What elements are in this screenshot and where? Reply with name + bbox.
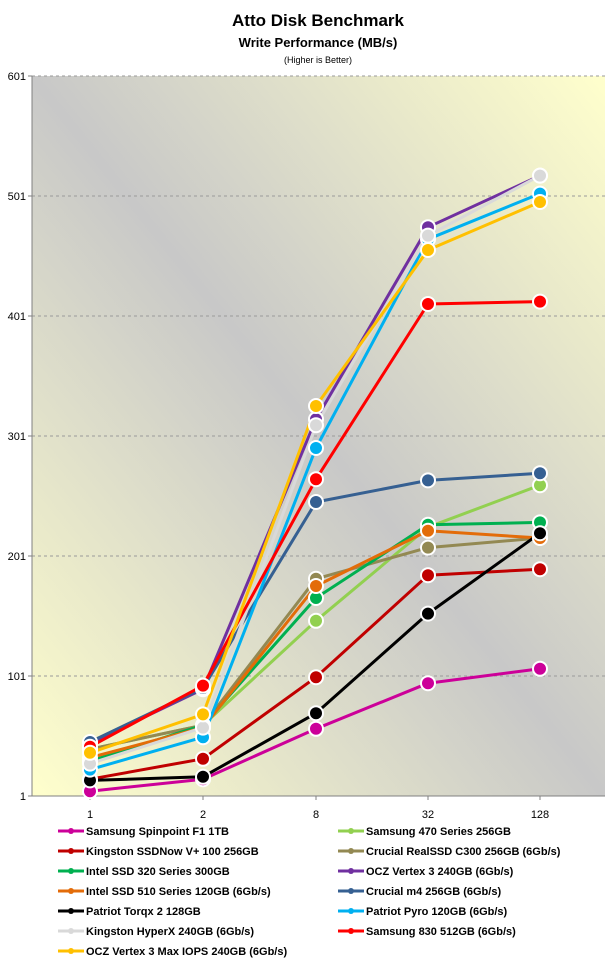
y-tick-label: 301 [8, 431, 26, 443]
data-point [308, 720, 324, 737]
legend-marker [68, 828, 74, 834]
legend-marker [348, 848, 354, 854]
data-point [532, 660, 548, 677]
legend-label: Crucial m4 256GB (6Gb/s) [366, 886, 501, 898]
data-point [308, 612, 324, 629]
data-point [532, 561, 548, 578]
legend: Samsung Spinpoint F1 1TB Samsung 470 Seri… [58, 826, 561, 958]
legend-label: Intel SSD 510 Series 120GB (6Gb/s) [86, 886, 271, 898]
data-point [308, 471, 324, 488]
legend-label: Intel SSD 320 Series 300GB [86, 866, 230, 878]
data-point [195, 750, 211, 767]
data-point [420, 567, 436, 584]
legend-label: Samsung 470 Series 256GB [366, 826, 511, 838]
data-point [308, 494, 324, 510]
legend-label: Patriot Pyro 120GB (6Gb/s) [366, 906, 508, 918]
legend-label: Samsung 830 512GB (6Gb/s) [366, 926, 516, 938]
data-point [195, 706, 211, 723]
y-tick-label: 101 [8, 671, 26, 683]
data-point [420, 296, 436, 312]
data-point [195, 719, 211, 736]
data-point [532, 525, 548, 542]
legend-label: OCZ Vertex 3 Max IOPS 240GB (6Gb/s) [86, 946, 287, 958]
legend-marker [68, 948, 74, 954]
data-point [308, 705, 324, 722]
legend-marker [68, 888, 74, 894]
y-tick-label: 601 [8, 71, 26, 83]
data-point [420, 242, 436, 258]
series-group [82, 167, 548, 800]
data-point [420, 522, 436, 539]
data-point [420, 605, 436, 622]
data-point [308, 440, 324, 456]
legend-label: Kingston SSDNow V+ 100 256GB [86, 846, 259, 858]
data-point [532, 194, 548, 210]
data-point [82, 744, 98, 761]
data-point [420, 675, 436, 692]
y-tick-label: 401 [8, 311, 26, 323]
legend-label: Patriot Torqx 2 128GB [86, 906, 201, 918]
data-point [532, 167, 548, 184]
chart-subtitle: Write Performance (MB/s) [239, 35, 398, 50]
chart-title: Atto Disk Benchmark [232, 11, 404, 30]
legend-label: OCZ Vertex 3 240GB (6Gb/s) [366, 866, 514, 878]
data-point [420, 227, 436, 244]
data-point [420, 539, 436, 556]
legend-marker [68, 848, 74, 854]
data-point [195, 768, 211, 785]
x-tick-label: 8 [313, 809, 319, 821]
data-point [532, 465, 548, 482]
legend-label: Samsung Spinpoint F1 1TB [86, 826, 229, 838]
y-tick-label: 201 [8, 551, 26, 563]
x-tick-label: 2 [200, 809, 206, 821]
data-point [195, 677, 211, 694]
legend-marker [68, 868, 74, 874]
legend-marker [348, 888, 354, 894]
x-tick-label: 128 [531, 809, 549, 821]
x-tick-label: 1 [87, 809, 93, 821]
data-point [308, 417, 324, 434]
legend-marker [68, 908, 74, 914]
data-point [420, 472, 436, 489]
legend-marker [348, 828, 354, 834]
data-point [308, 669, 324, 686]
legend-marker [68, 928, 74, 934]
y-tick-label: 501 [8, 191, 26, 203]
legend-label: Crucial RealSSD C300 256GB (6Gb/s) [366, 846, 561, 858]
legend-label: Kingston HyperX 240GB (6Gb/s) [86, 926, 254, 938]
chart-note: (Higher is Better) [284, 55, 352, 65]
legend-marker [348, 928, 354, 934]
data-point [532, 293, 548, 310]
x-tick-label: 32 [422, 809, 434, 821]
legend-marker [348, 908, 354, 914]
data-point [308, 398, 324, 414]
legend-marker [348, 868, 354, 874]
data-point [308, 578, 324, 594]
y-tick-label: 1 [20, 791, 26, 803]
